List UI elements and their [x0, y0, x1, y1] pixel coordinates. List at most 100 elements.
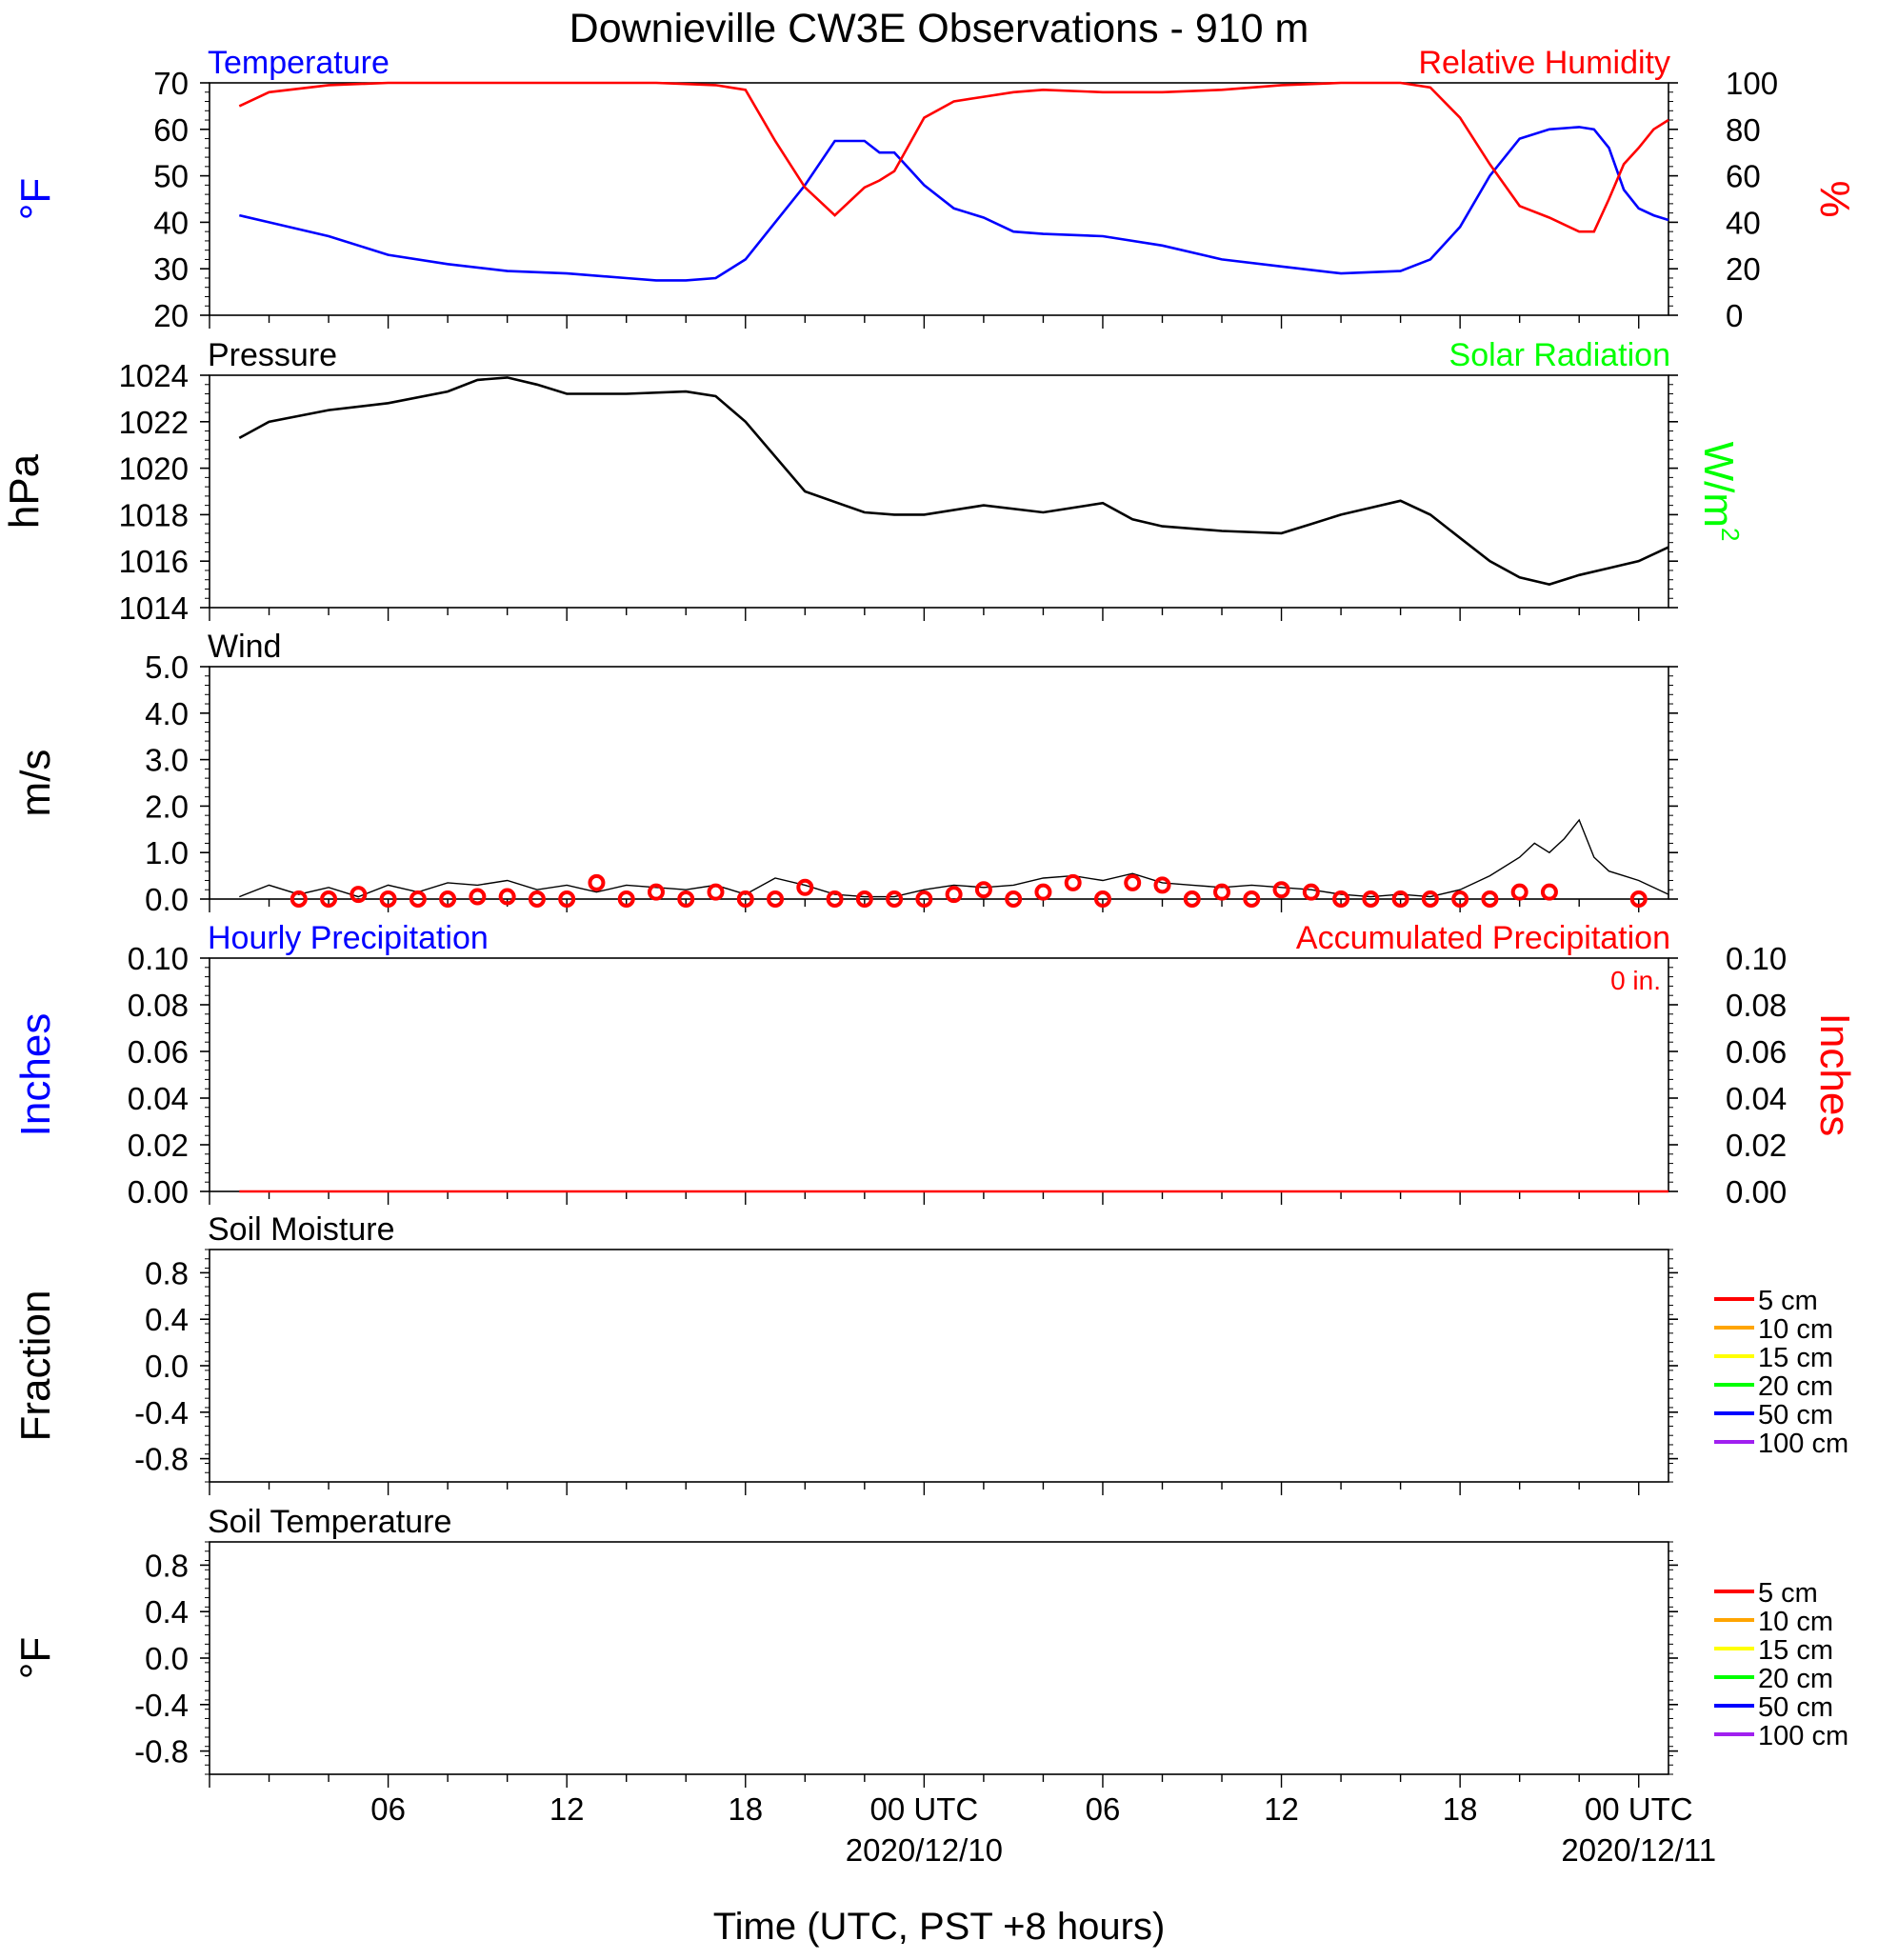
y-tick-label: 1016	[119, 544, 189, 579]
x-tick-label: 06	[1086, 1791, 1121, 1827]
y-tick-label: 1014	[119, 590, 189, 626]
plot-frame	[209, 82, 1669, 316]
wind-hourly-marker	[855, 890, 873, 908]
panel-pressure: 1024 1022 1020 1018 1016 1014 Pressure Solar Ra…	[1, 337, 1745, 626]
wind-hourly-marker	[677, 890, 695, 908]
y-tick-label: 1024	[119, 358, 189, 393]
y-tick-label: 0.0	[145, 1641, 189, 1676]
panel-precipitation: 0.10 0.08 0.06 0.04 0.02 0.00 0.10 0.08 0.06 0.04…	[12, 920, 1858, 1210]
wind-hourly-marker	[528, 890, 546, 908]
x-tick-label: 06	[370, 1791, 406, 1827]
legend-label: 100 cm	[1758, 1429, 1848, 1459]
y-tick-label-right: 60	[1726, 159, 1761, 194]
legend-label: 50 cm	[1758, 1400, 1833, 1430]
x-tick-label: 12	[1264, 1791, 1299, 1827]
y-tick-label: 0.06	[128, 1034, 189, 1070]
panel-temperature-humidity: 70 60 50 40 30 20 100 80 60 40 20 0 Temperature Relat…	[12, 45, 1858, 333]
x-tick-label: 12	[549, 1791, 585, 1827]
y-tick-label-right: 100	[1726, 66, 1778, 101]
wind-hourly-marker	[379, 890, 397, 908]
series-line-relative-humidity	[238, 81, 1669, 233]
y-tick-label: 0.0	[145, 882, 189, 917]
wind-hourly-marker	[826, 890, 844, 908]
y-tick-label: 50	[153, 159, 189, 194]
plot-frame	[209, 1541, 1669, 1775]
y-axis-label-left: hPa	[1, 453, 48, 529]
x-date-label: 2020/12/11	[1561, 1832, 1716, 1868]
wind-hourly-marker	[736, 890, 754, 908]
y-tick-label: -0.4	[134, 1688, 189, 1723]
y-axis-label-left: Inches	[12, 1013, 59, 1137]
y-axis-label-right-sup: 2	[1716, 528, 1745, 541]
wind-hourly-marker	[588, 873, 606, 891]
legend-label: 15 cm	[1758, 1343, 1833, 1373]
wind-hourly-marker	[1183, 890, 1201, 908]
y-tick-label: 0.4	[145, 1594, 189, 1630]
wind-hourly-marker	[1421, 890, 1439, 908]
wind-hourly-marker	[1629, 890, 1648, 908]
panel-left-title: Wind	[208, 629, 281, 665]
wind-hourly-marker	[945, 886, 963, 904]
wind-hourly-marker	[1005, 890, 1023, 908]
wind-hourly-marker	[1153, 876, 1171, 894]
y-tick-label: 1020	[119, 451, 189, 487]
y-tick-label: 0.8	[145, 1255, 189, 1290]
wind-hourly-marker	[647, 883, 665, 901]
panel-annotation: 0 in.	[1610, 966, 1661, 995]
wind-hourly-marker	[1451, 890, 1469, 908]
x-tick-label: 18	[728, 1791, 763, 1827]
y-axis-label-right: W/m2	[1695, 442, 1745, 542]
wind-hourly-marker	[1272, 881, 1290, 899]
x-axis: 06 12 18 00 UTC 06 12 18 00 UTC 2020/12/10 2020/1…	[370, 1791, 1716, 1868]
y-tick-label-right: 0.08	[1726, 988, 1787, 1023]
plot-frame	[209, 1249, 1669, 1483]
y-tick-label: 30	[153, 251, 189, 287]
wind-hourly-marker	[1481, 890, 1499, 908]
wind-hourly-marker	[1540, 883, 1558, 901]
wind-hourly-marker	[1124, 873, 1142, 891]
wind-hourly-marker	[498, 888, 516, 906]
y-tick-label-right: 0.10	[1726, 941, 1787, 976]
y-tick-label: 1022	[119, 405, 189, 440]
wind-hourly-marker	[1243, 890, 1261, 908]
series-line-temperature	[239, 126, 1669, 282]
panel-left-title: Hourly Precipitation	[208, 920, 489, 956]
y-tick-label: -0.8	[134, 1442, 189, 1477]
y-tick-label-right: 0.02	[1726, 1128, 1787, 1163]
wind-hourly-marker	[1034, 883, 1052, 901]
legend-label: 20 cm	[1758, 1664, 1833, 1694]
legend-label: 10 cm	[1758, 1607, 1833, 1637]
legend-label: 50 cm	[1758, 1692, 1833, 1723]
y-tick-label: 0.02	[128, 1128, 189, 1163]
y-tick-label: 0.0	[145, 1349, 189, 1384]
panel-left-title: Soil Temperature	[208, 1504, 451, 1540]
wind-hourly-marker	[409, 890, 427, 908]
y-axis-label-left: Fraction	[12, 1290, 59, 1442]
wind-hourly-marker	[617, 890, 635, 908]
legend-label: 15 cm	[1758, 1635, 1833, 1666]
y-tick-label: 2.0	[145, 789, 189, 824]
wind-hourly-marker	[796, 878, 814, 896]
x-tick-label: 00 UTC	[1585, 1791, 1693, 1827]
y-tick-label: 5.0	[145, 650, 189, 685]
y-tick-label: 0.4	[145, 1302, 189, 1337]
y-tick-label: -0.4	[134, 1395, 189, 1430]
y-tick-label: 1.0	[145, 835, 189, 870]
panel-soil-moisture: 0.8 0.4 0.0 -0.4 -0.8 Soil Moisture Fraction 5 …	[12, 1211, 1848, 1495]
legend-label: 100 cm	[1758, 1721, 1848, 1751]
wind-hourly-marker	[320, 890, 338, 908]
wind-hourly-marker	[915, 890, 933, 908]
wind-hourly-marker	[1093, 890, 1111, 908]
series-line-wind-speed	[239, 818, 1669, 898]
y-tick-label-right: 0	[1726, 298, 1743, 333]
y-tick-label: 0.04	[128, 1081, 189, 1116]
y-tick-label-right: 80	[1726, 112, 1761, 148]
wind-hourly-marker	[1362, 890, 1380, 908]
plot-frame	[209, 666, 1669, 900]
y-axis-label-left: °F	[12, 1637, 59, 1679]
panel-wind: 5.0 4.0 3.0 2.0 1.0 0.0 Wind m/s	[12, 629, 1678, 917]
panel-right-title: Solar Radiation	[1449, 337, 1670, 373]
y-tick-label: 1018	[119, 497, 189, 532]
y-tick-label-right: 40	[1726, 205, 1761, 240]
